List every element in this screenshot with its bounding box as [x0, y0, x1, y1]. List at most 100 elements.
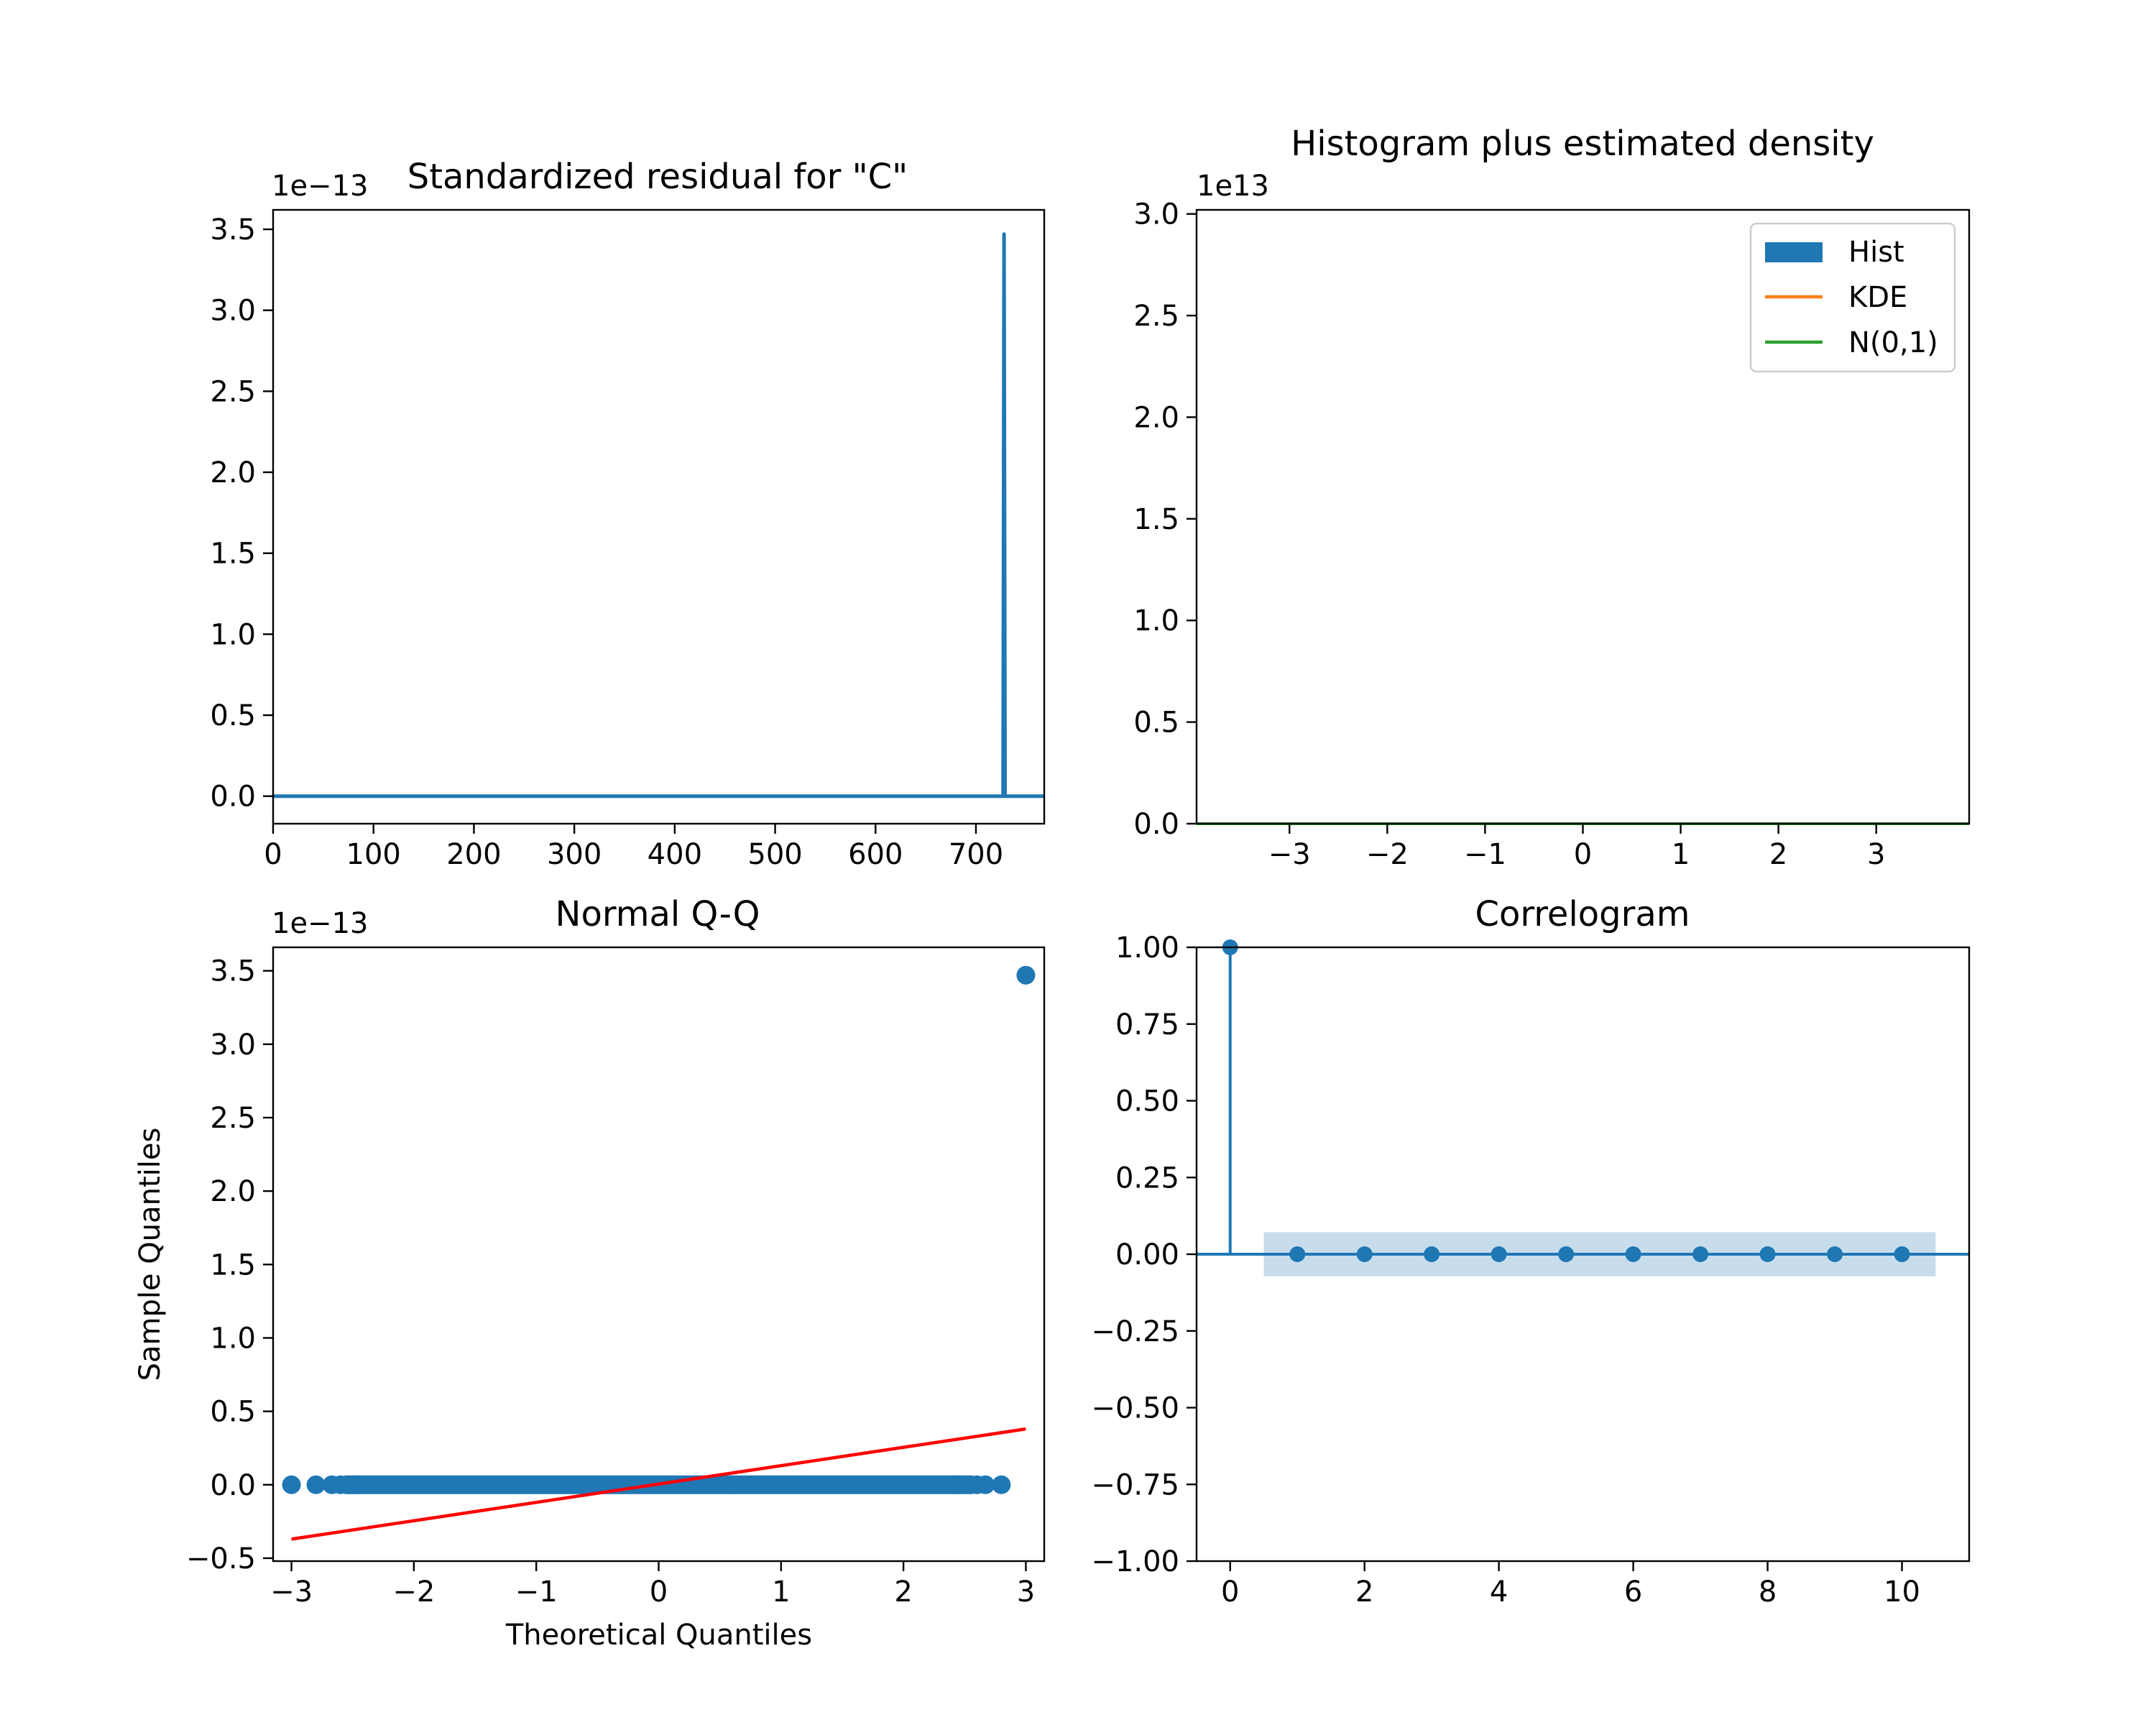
histogram-x-tick-label: −1 [1464, 838, 1506, 871]
histogram-y-tick-label: 2.0 [1133, 401, 1179, 434]
correlogram-marker [1827, 1246, 1843, 1262]
residual-y-tick-label: 2.0 [210, 456, 256, 489]
histogram-x-tick-label: −2 [1366, 838, 1409, 871]
residual-x-tick-label: 600 [848, 838, 903, 871]
correlogram-y-tick-label: −1.00 [1091, 1545, 1179, 1578]
residual-x-tick-label: 500 [747, 838, 802, 871]
residual-y-tick-label: 3.5 [210, 213, 256, 247]
qq-marks [282, 965, 1036, 1541]
qq-point [282, 1475, 301, 1494]
qq-x-tick-label: −3 [270, 1576, 313, 1609]
correlogram-marker [1289, 1246, 1306, 1262]
residual-x-tick-label: 700 [949, 838, 1003, 871]
qq-y-axis-label: Sample Quantiles [134, 1128, 167, 1381]
correlogram-y-tick-label: 0.75 [1115, 1008, 1179, 1041]
histogram-y-tick-label: 0.0 [1133, 808, 1179, 841]
residual-marks [273, 232, 1044, 799]
qq-x-tick-label: 0 [650, 1576, 668, 1609]
residual-x-tick-label: 400 [648, 838, 702, 871]
residual-x-tick-label: 300 [547, 838, 602, 871]
residual-title: Standardized residual for "C" [407, 157, 908, 197]
correlogram-y-tick-label: 0.25 [1115, 1162, 1179, 1195]
residual-y-tick-label: 0.0 [210, 781, 256, 814]
qq-title: Normal Q-Q [556, 894, 760, 934]
residual-ticks: 0 100 200 300 400 500 600 700 0.0 0.5 1.0 1.5 2.0 2.5… [210, 213, 1003, 871]
correlogram-title: Correlogram [1475, 894, 1690, 934]
histogram-panel: Histogram plus estimated density 1e13 −3… [1133, 124, 1971, 871]
qq-point [832, 1475, 852, 1494]
legend-kde-label: KDE [1848, 281, 1907, 314]
qq-panel: Normal Q-Q 1e−13 −3 −2 −1 0 1 2 3 −0.5 0.0 0.5 1.0… [134, 894, 1046, 1652]
residual-x-tick-label: 100 [346, 838, 401, 871]
correlogram-marker [1894, 1246, 1910, 1262]
correlogram-y-tick-label: 0.50 [1115, 1085, 1179, 1118]
histogram-x-tick-label: 0 [1574, 838, 1592, 871]
correlogram-marker [1424, 1246, 1440, 1262]
correlogram-marker [1491, 1246, 1507, 1262]
qq-y-tick-label: 2.5 [210, 1102, 256, 1135]
histogram-y-tick-label: 1.0 [1133, 604, 1179, 638]
qq-point [539, 1475, 558, 1494]
correlogram-panel: Correlogram 0 2 4 6 8 10−1.00−0.75−0.50−0.250… [1091, 894, 1971, 1609]
correlogram-y-tick-label: −0.50 [1091, 1392, 1179, 1425]
correlogram-x-tick-label: 4 [1490, 1576, 1508, 1609]
qq-point [466, 1475, 485, 1494]
residual-plot-frame [272, 208, 1046, 825]
qq-x-axis-label: Theoretical Quantiles [505, 1619, 812, 1652]
residual-series-line [273, 232, 1044, 799]
qq-offset-label: 1e−13 [272, 907, 368, 940]
qq-point [386, 1475, 405, 1494]
qq-point [502, 1475, 522, 1494]
residual-y-tick-label: 0.5 [210, 699, 256, 732]
qq-outlier-point [1016, 965, 1036, 985]
qq-point [306, 1475, 326, 1494]
residual-x-tick-label: 200 [446, 838, 501, 871]
qq-point [576, 1475, 595, 1494]
residual-y-tick-label: 1.5 [210, 538, 256, 571]
qq-y-tick-label: 2.0 [210, 1175, 256, 1208]
histogram-x-tick-label: −3 [1268, 838, 1311, 871]
residual-panel: Standardized residual for "C" 1e−13 0 100… [210, 157, 1046, 871]
histogram-y-tick-label: 0.5 [1133, 707, 1179, 740]
histogram-y-tick-label: 2.5 [1133, 300, 1179, 333]
qq-y-tick-label: 3.0 [210, 1029, 256, 1062]
qq-x-tick-label: −1 [515, 1576, 558, 1609]
qq-point [722, 1475, 742, 1494]
correlogram-y-tick-label: −0.25 [1091, 1315, 1179, 1348]
qq-y-tick-label: 3.5 [210, 955, 256, 988]
correlogram-marker [1625, 1246, 1641, 1262]
residual-y-tick-label: 1.0 [210, 618, 256, 651]
residual-y-tick-label: 3.0 [210, 295, 256, 328]
qq-point [404, 1475, 423, 1494]
qq-point [976, 1475, 995, 1494]
correlogram-x-tick-label: 8 [1759, 1576, 1777, 1609]
correlogram-marks [1197, 939, 1969, 1276]
correlogram-marker [1692, 1246, 1709, 1262]
qq-plot-frame [272, 946, 1046, 1563]
residual-offset-label: 1e−13 [272, 170, 368, 203]
qq-x-tick-label: −2 [392, 1576, 435, 1609]
qq-y-tick-label: 1.5 [210, 1248, 256, 1282]
correlogram-x-tick-label: 10 [1884, 1576, 1920, 1609]
correlogram-y-tick-label: −0.75 [1091, 1468, 1179, 1501]
qq-y-tick-label: 0.0 [210, 1469, 256, 1502]
histogram-x-tick-label: 3 [1867, 838, 1885, 871]
correlogram-marker [1356, 1246, 1373, 1262]
histogram-y-tick-label: 1.5 [1133, 503, 1179, 536]
correlogram-y-tick-label: 1.00 [1115, 932, 1179, 965]
qq-x-tick-label: 1 [772, 1576, 790, 1609]
correlogram-x-tick-label: 6 [1624, 1576, 1642, 1609]
correlogram-x-tick-label: 2 [1355, 1576, 1373, 1609]
legend-normal-label: N(0,1) [1848, 326, 1938, 359]
qq-x-tick-label: 3 [1017, 1576, 1035, 1609]
qq-y-tick-label: 1.0 [210, 1322, 256, 1355]
correlogram-marker [1558, 1246, 1575, 1262]
histogram-x-tick-label: 1 [1672, 838, 1690, 871]
qq-point [870, 1475, 889, 1494]
histogram-ticks: −3 −2 −1 0 1 2 3 0.0 0.5 1.0 1.5 2.0 2.5 3.0 [1133, 198, 1885, 871]
histogram-legend: Hist KDE N(0,1) [1749, 222, 1956, 373]
legend-hist-swatch [1765, 242, 1823, 262]
histogram-y-tick-label: 3.0 [1133, 198, 1179, 231]
histogram-x-tick-label: 2 [1769, 838, 1787, 871]
qq-point [796, 1475, 815, 1494]
